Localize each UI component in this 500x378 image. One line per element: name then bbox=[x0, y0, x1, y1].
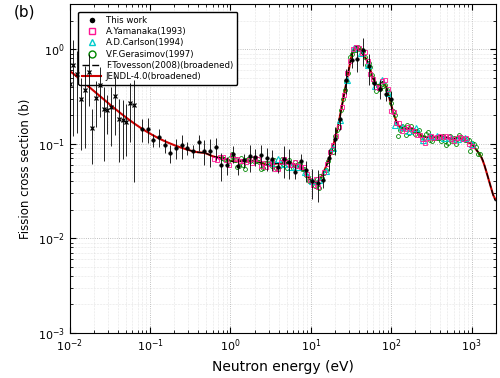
Text: (b): (b) bbox=[14, 4, 36, 19]
X-axis label: Neutron energy (eV): Neutron energy (eV) bbox=[212, 360, 354, 374]
Y-axis label: Fission cross section (b): Fission cross section (b) bbox=[19, 98, 32, 239]
Legend: This work, A.Yamanaka(1993), A.D.Carlson(1994), V.F.Gerasimov(1997), F.Tovesson(: This work, A.Yamanaka(1993), A.D.Carlson… bbox=[78, 12, 237, 85]
